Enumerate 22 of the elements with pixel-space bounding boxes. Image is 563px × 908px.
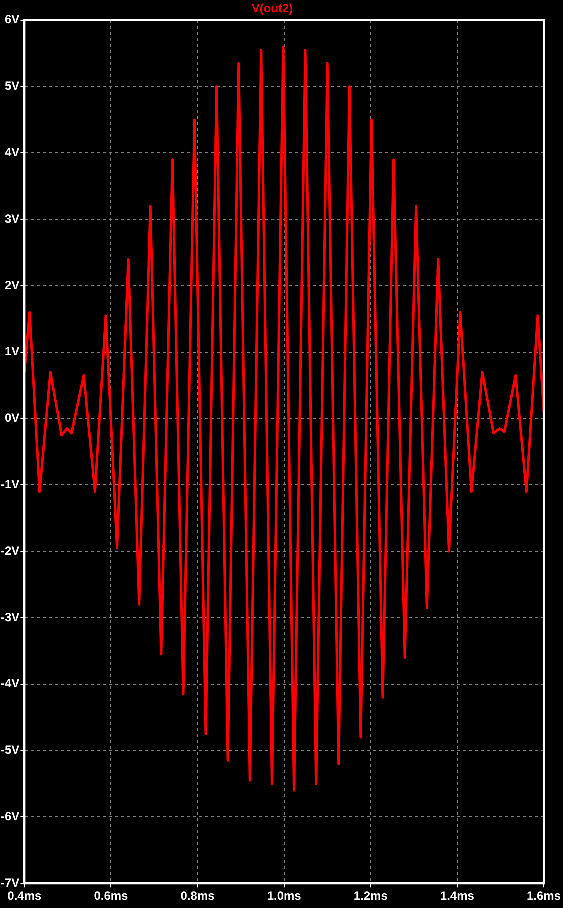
y-tick-label: 0V [4,411,20,426]
x-tick-label: 0.4ms [8,889,42,904]
y-tick-label: -7V [0,876,20,890]
y-tick-label: 2V [4,278,20,292]
y-tick-label: 1V [4,344,20,359]
y-tick-label: -5V [0,743,20,758]
y-tick-label: 6V [4,12,20,27]
y-tick-label: -2V [0,544,20,558]
x-tick-label: 1.0ms [267,889,302,904]
x-tick-label: 0.8ms [180,889,216,904]
x-tick-label: 1.6ms [526,889,562,904]
x-tick-label: 0.6ms [94,889,129,904]
y-tick-label: -1V [0,478,20,492]
y-tick-label: 4V [4,146,20,160]
y-tick-label: 5V [4,79,20,94]
chart-title: V(out2) [252,2,294,16]
y-tick-label: -4V [0,676,20,691]
y-tick-label: -6V [0,810,20,824]
x-tick-label: 1.4ms [440,889,475,904]
y-tick-label: 3V [4,212,20,226]
y-tick-label: -3V [0,610,20,624]
x-tick-label: 1.2ms [354,889,388,904]
